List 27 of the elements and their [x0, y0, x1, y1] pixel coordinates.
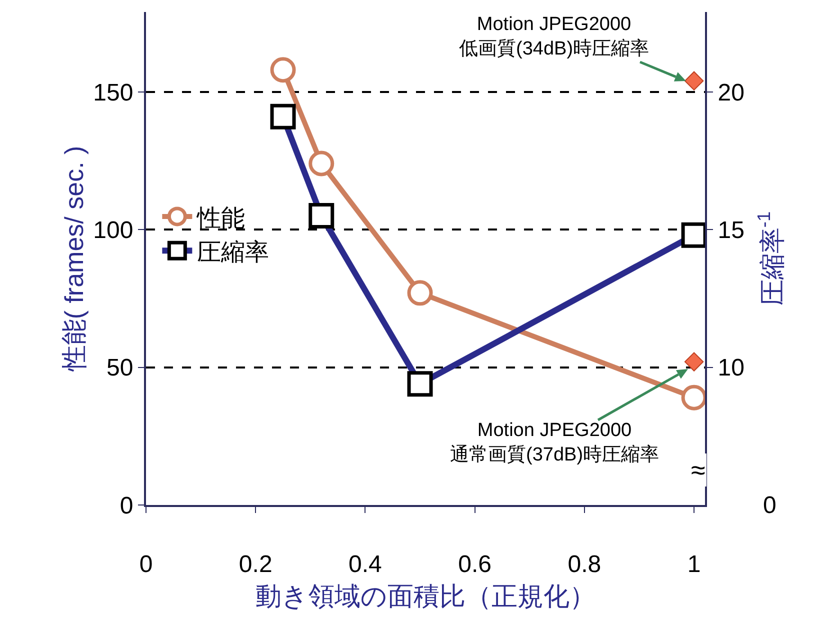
y-tick-label: 50	[106, 354, 134, 382]
x-tick-label: 0.8	[568, 550, 602, 578]
x-tick-label: 1	[687, 550, 701, 578]
point	[684, 352, 704, 372]
y-tick-label: 0	[120, 492, 134, 520]
annotation: Motion JPEG2000 低画質(34dB)時圧縮率	[459, 14, 650, 60]
y-axis-title: 性能( frames/ sec. )	[59, 146, 89, 372]
annotation: Motion JPEG2000 通常画質(37dB)時圧縮率	[450, 420, 660, 466]
y-tick-label: 150	[93, 79, 134, 106]
point	[308, 150, 334, 176]
text: 0	[763, 492, 776, 519]
x-tick-label: 0.6	[458, 550, 492, 578]
point	[681, 384, 707, 410]
point	[270, 57, 296, 83]
point	[407, 280, 433, 306]
legend-label: 圧縮率	[197, 239, 270, 266]
legend-label: 性能	[196, 204, 246, 232]
point	[684, 71, 704, 90]
y2-tick-label: 15	[718, 216, 745, 244]
x-tick-label: 0.4	[348, 550, 382, 578]
annotation: ≈	[691, 455, 706, 485]
y2-tick-label: 10	[718, 354, 745, 382]
x-tick-label: 0	[139, 550, 153, 578]
x-axis-title: 動き領域の面積比（正規化）	[256, 581, 596, 611]
y2-tick-label: 20	[718, 79, 745, 106]
y-tick-label: 100	[93, 216, 134, 244]
x-tick-label: 0.2	[238, 550, 272, 578]
